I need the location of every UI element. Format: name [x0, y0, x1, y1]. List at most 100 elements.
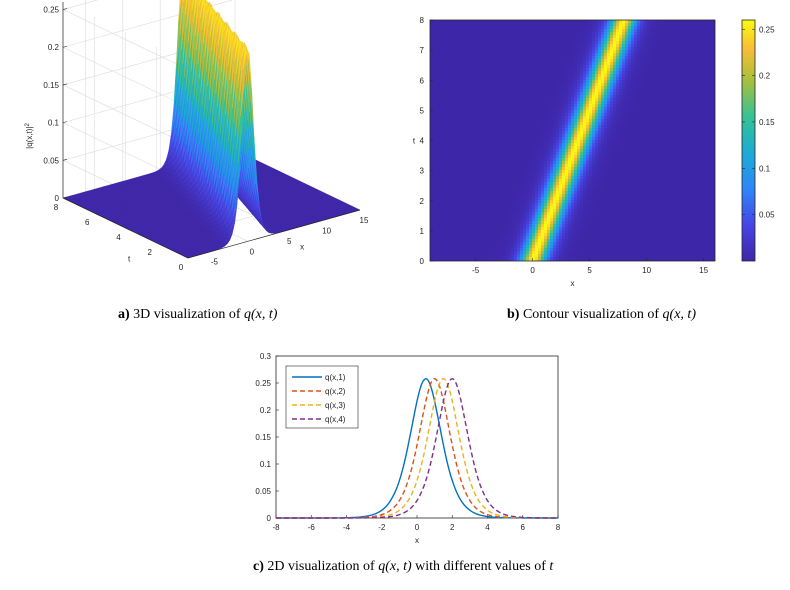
heatmap-cell — [550, 71, 554, 75]
heatmap-cell — [439, 68, 443, 72]
heatmap-cell — [643, 20, 647, 24]
heatmap-cell — [565, 56, 569, 60]
heatmap-cell — [667, 20, 671, 24]
heatmap-cell — [589, 101, 593, 105]
heatmap-cell — [586, 95, 590, 99]
heatmap-cell — [598, 44, 602, 48]
heatmap-cell — [631, 68, 635, 72]
heatmap-cell — [565, 59, 569, 63]
heatmap-cell — [628, 35, 632, 39]
heatmap-cell — [463, 56, 467, 60]
heatmap-cell — [526, 83, 530, 87]
heatmap-cell — [577, 74, 581, 78]
heatmap-cell — [448, 98, 452, 102]
heatmap-cell — [511, 53, 515, 57]
heatmap-cell — [481, 68, 485, 72]
heatmap-cell — [568, 44, 572, 48]
heatmap-cell — [589, 89, 593, 93]
heatmap-cell — [577, 29, 581, 33]
heatmap-cell — [532, 41, 536, 45]
heatmap-cell — [709, 56, 713, 60]
heatmap-cell — [637, 62, 641, 66]
heatmap-cell — [616, 53, 620, 57]
heatmap-cell — [484, 92, 488, 96]
heatmap-cell — [481, 71, 485, 75]
heatmap-cell — [649, 86, 653, 90]
heatmap-cell — [631, 71, 635, 75]
heatmap-cell — [532, 86, 536, 90]
heatmap-cell — [562, 98, 566, 102]
heatmap-cell — [649, 47, 653, 51]
heatmap-cell — [538, 59, 542, 63]
heatmap-cell — [679, 56, 683, 60]
heatmap-cell — [457, 32, 461, 36]
heatmap-cell — [691, 62, 695, 66]
heatmap-cell — [529, 20, 533, 24]
heatmap-cell — [481, 35, 485, 39]
heatmap-cell — [649, 59, 653, 63]
heatmap-cell — [445, 29, 449, 33]
heatmap-cell — [454, 86, 458, 90]
heatmap-cell — [658, 23, 662, 27]
heatmap-cell — [643, 32, 647, 36]
heatmap-cell — [574, 89, 578, 93]
heatmap-cell — [502, 47, 506, 51]
heatmap-cell — [706, 77, 710, 81]
heatmap-cell — [487, 41, 491, 45]
heatmap-cell — [577, 86, 581, 90]
heatmap-cell — [523, 56, 527, 60]
heatmap-cell — [559, 98, 563, 102]
heatmap-cell — [472, 80, 476, 84]
heatmap-cell — [613, 20, 617, 24]
heatmap-cell — [535, 65, 539, 69]
heatmap-cell — [568, 56, 572, 60]
heatmap-cell — [700, 26, 704, 30]
heatmap-cell — [595, 35, 599, 39]
heatmap-cell — [595, 32, 599, 36]
heatmap-cell — [538, 86, 542, 90]
heatmap-cell — [589, 38, 593, 42]
heatmap-cell — [670, 20, 674, 24]
heatmap-cell — [655, 92, 659, 96]
heatmap-cell — [691, 65, 695, 69]
heatmap-cell — [580, 77, 584, 81]
heatmap-cell — [487, 77, 491, 81]
heatmap-cell — [679, 86, 683, 90]
heatmap-cell — [619, 83, 623, 87]
heatmap-cell — [517, 20, 521, 24]
heatmap-cell — [640, 92, 644, 96]
heatmap-cell — [439, 65, 443, 69]
heatmap-cell — [625, 95, 629, 99]
heatmap-cell — [517, 65, 521, 69]
heatmap-cell — [610, 38, 614, 42]
heatmap-cell — [697, 29, 701, 33]
heatmap-cell — [478, 74, 482, 78]
heatmap-cell — [682, 71, 686, 75]
heatmap-cell — [520, 59, 524, 63]
heatmap-cell — [574, 74, 578, 78]
heatmap-cell — [556, 62, 560, 66]
heatmap-cell — [583, 92, 587, 96]
heatmap-cell — [574, 71, 578, 75]
heatmap-cell — [616, 62, 620, 66]
heatmap-cell — [436, 71, 440, 75]
heatmap-cell — [523, 44, 527, 48]
heatmap-cell — [634, 89, 638, 93]
heatmap-cell — [619, 20, 623, 24]
heatmap-cell — [646, 38, 650, 42]
heatmap-cell — [517, 56, 521, 60]
heatmap-cell — [694, 83, 698, 87]
heatmap-cell — [532, 50, 536, 54]
heatmap-cell — [448, 38, 452, 42]
heatmap-cell — [589, 86, 593, 90]
heatmap-cell — [652, 26, 656, 30]
heatmap-cell — [652, 44, 656, 48]
heatmap-cell — [670, 68, 674, 72]
heatmap-cell — [583, 44, 587, 48]
heatmap-cell — [454, 32, 458, 36]
heatmap-cell — [643, 86, 647, 90]
heatmap-cell — [535, 23, 539, 27]
heatmap-cell — [580, 89, 584, 93]
heatmap-cell — [457, 71, 461, 75]
heatmap-cell — [604, 20, 608, 24]
